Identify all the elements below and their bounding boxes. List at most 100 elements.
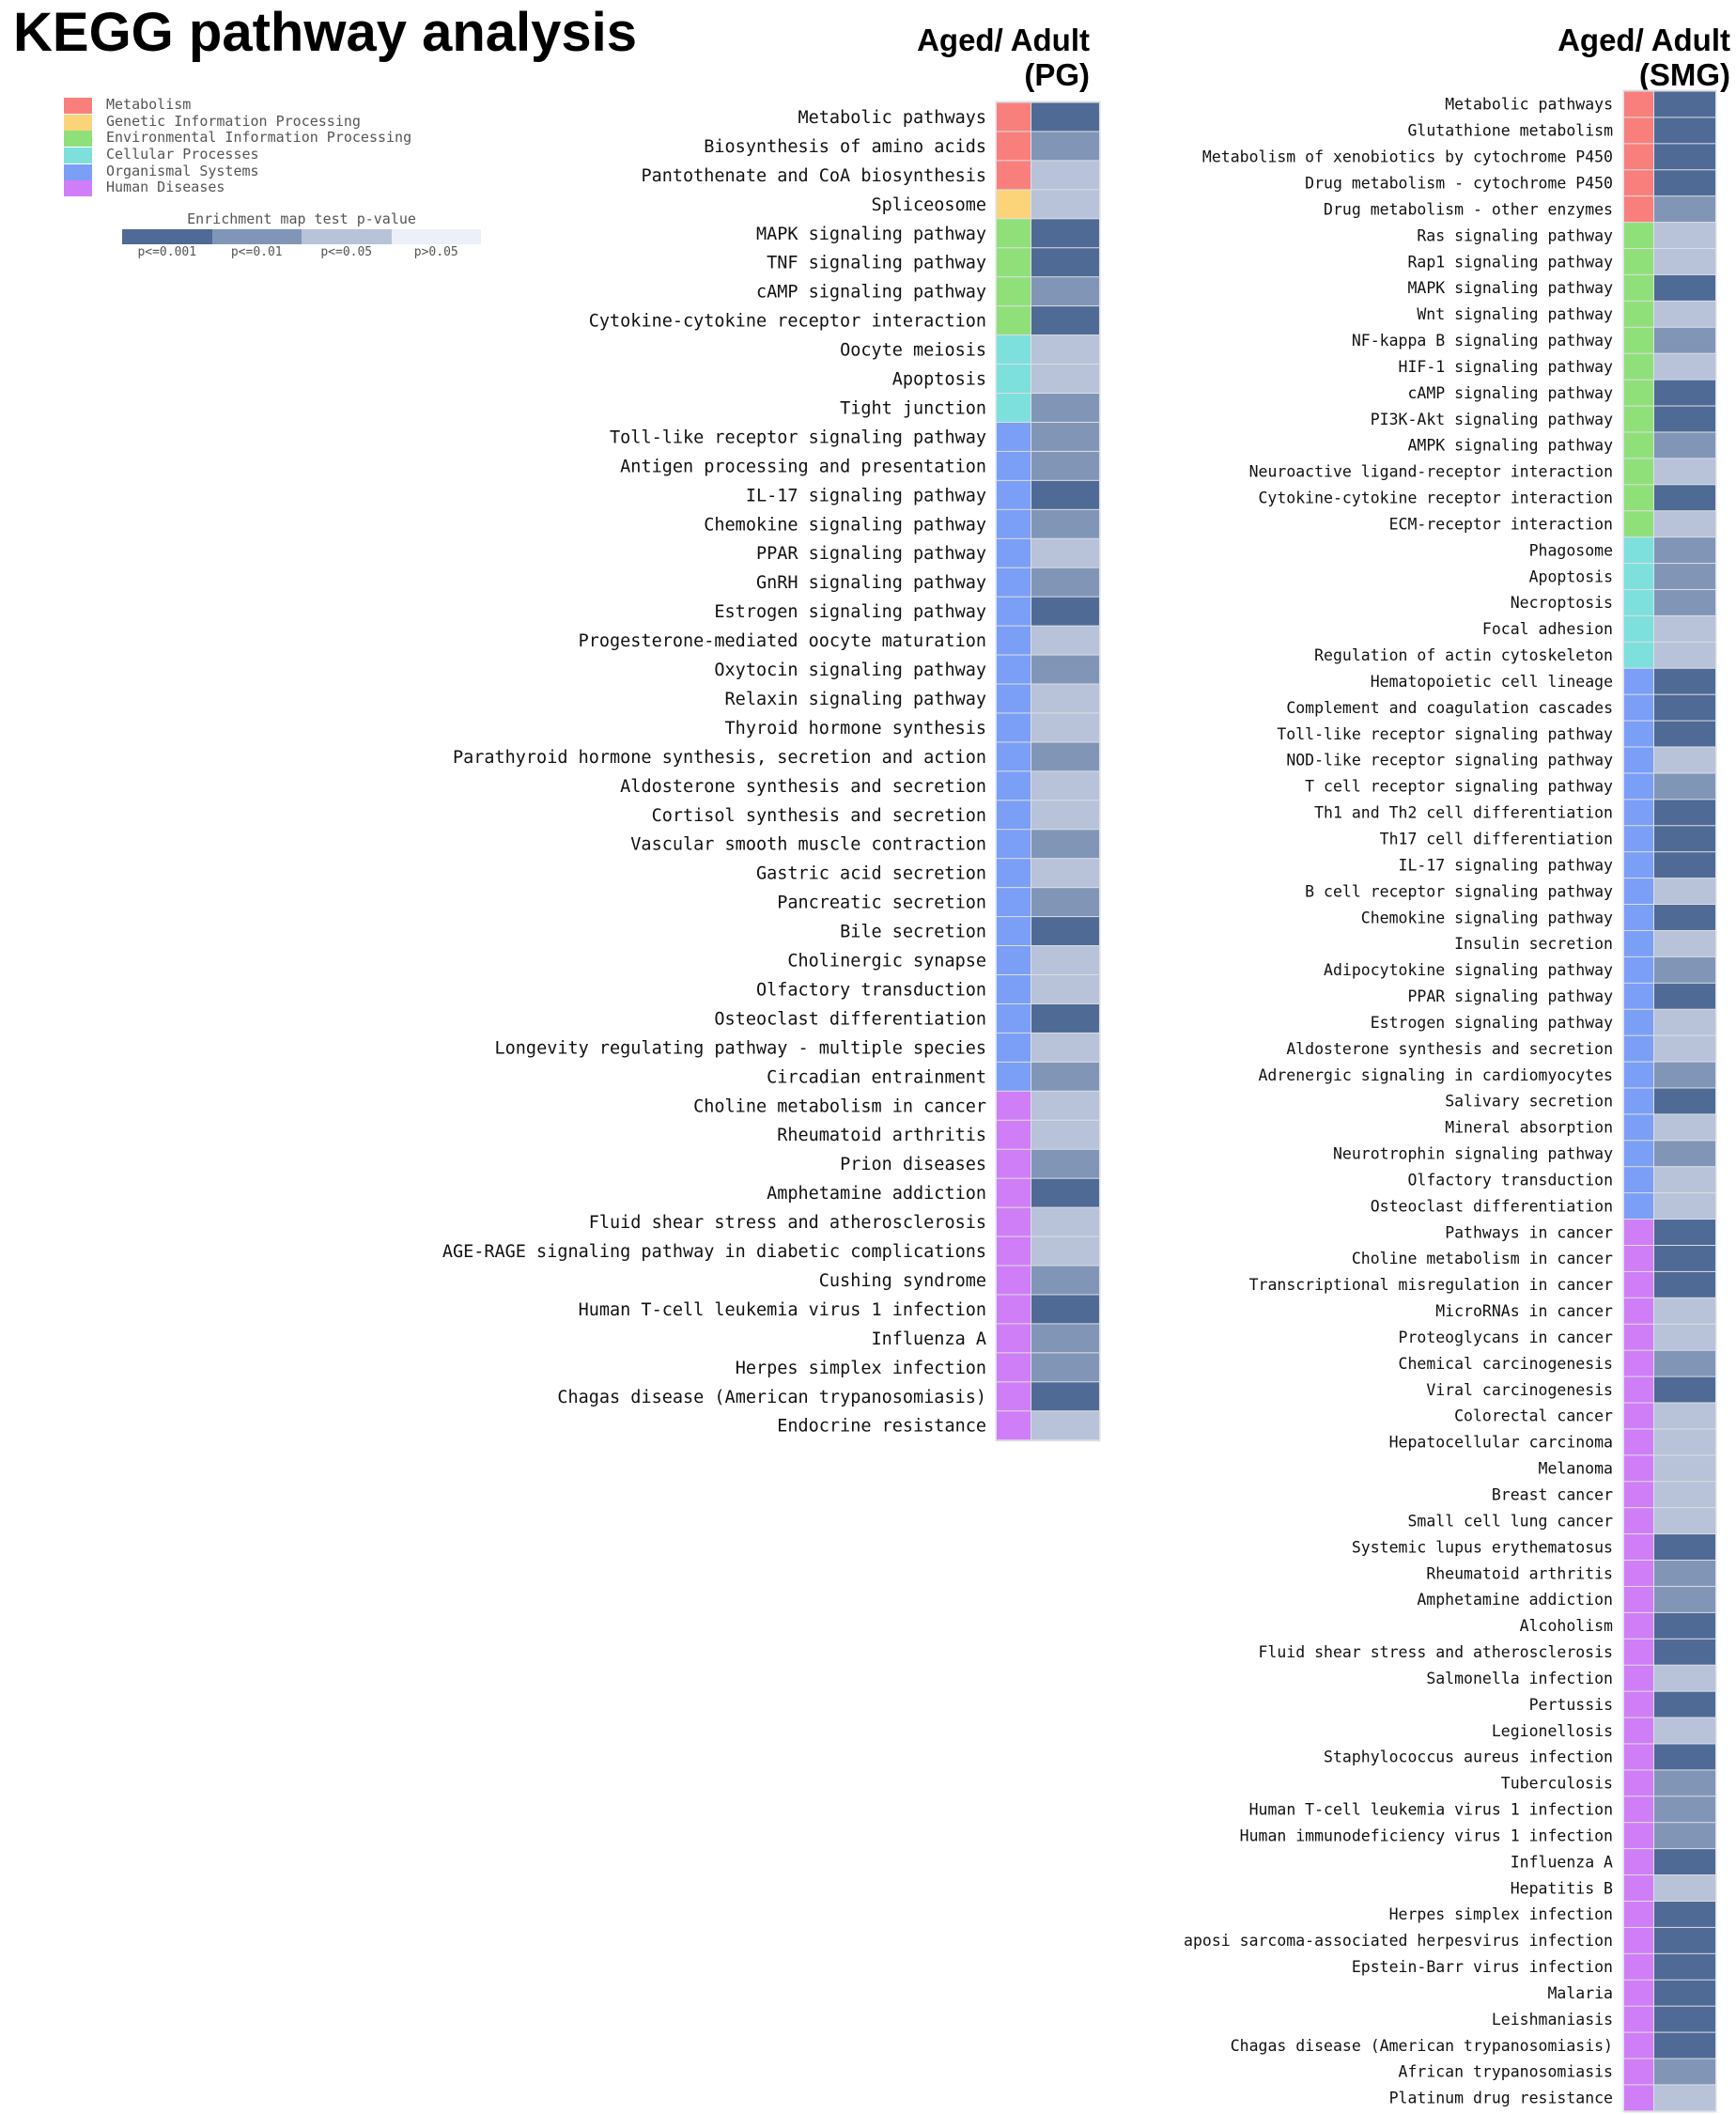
pathway-label: Bile secretion xyxy=(840,923,986,942)
pathway-label: PPAR signaling pathway xyxy=(1407,987,1613,1005)
heatmap-row: Rheumatoid arthritis xyxy=(777,1120,1099,1149)
heatmap-row: Amphetamine addiction xyxy=(767,1178,1099,1207)
legend-label: Organismal Systems xyxy=(106,162,259,179)
category-cell xyxy=(1624,1193,1653,1220)
heatmap-row: Circadian entrainment xyxy=(767,1062,1099,1091)
category-cell xyxy=(997,684,1031,713)
pathway-label: Tight junction xyxy=(840,398,986,418)
pvalue-cell xyxy=(1031,888,1099,917)
pathway-label: HIF-1 signaling pathway xyxy=(1399,358,1614,376)
pvalue-cell xyxy=(1031,538,1099,567)
pathway-label: IL-17 signaling pathway xyxy=(746,486,986,505)
pvalue-cell xyxy=(1654,1062,1715,1088)
pathway-label: Th17 cell differentiation xyxy=(1380,830,1613,847)
pathway-label: Phagosome xyxy=(1529,541,1613,559)
pvalue-cell xyxy=(1031,567,1099,597)
pathway-label: PI3K-Akt signaling pathway xyxy=(1371,411,1613,428)
heatmap-row: AGE-RAGE signaling pathway in diabetic c… xyxy=(442,1236,1099,1266)
category-cell xyxy=(1624,537,1653,564)
pvalue-cell xyxy=(1654,432,1715,459)
category-cell xyxy=(997,306,1031,335)
pathway-label: Metabolic pathways xyxy=(1445,96,1613,114)
pvalue-swatch xyxy=(391,229,481,244)
pvalue-cell xyxy=(1654,1770,1715,1796)
heatmap-row: Melanoma xyxy=(1539,1455,1715,1482)
pvalue-cell xyxy=(1031,1266,1099,1295)
legend-label: Metabolism xyxy=(106,96,192,113)
heatmap-row: Human immunodeficiency virus 1 infection xyxy=(1240,1823,1715,1849)
panel-title-smg: Aged/ Adult (SMG) xyxy=(1558,23,1730,92)
pvalue-cell xyxy=(1031,102,1099,132)
heatmap-row: Regulation of actin cytoskeleton xyxy=(1314,642,1715,668)
pvalue-cell xyxy=(1654,1796,1715,1823)
pvalue-cell xyxy=(1654,983,1715,1009)
category-cell xyxy=(1624,1376,1653,1403)
pathway-label: African trypanosomiasis xyxy=(1399,2063,1613,2081)
pvalue-cell xyxy=(1654,1455,1715,1482)
pathway-label: Choline metabolism in cancer xyxy=(693,1096,986,1116)
category-cell xyxy=(1624,1534,1653,1561)
pathway-label: Drug metabolism - cytochrome P450 xyxy=(1305,174,1613,192)
pathway-label: Melanoma xyxy=(1539,1460,1613,1478)
heatmap-row: Gastric acid secretion xyxy=(756,859,1099,888)
heatmap-row: Colorectal cancer xyxy=(1454,1403,1715,1429)
category-cell xyxy=(997,248,1031,277)
pvalue-cell xyxy=(1654,353,1715,380)
pathway-label: Adipocytokine signaling pathway xyxy=(1324,961,1613,979)
pathway-label: Osteoclast differentiation xyxy=(714,1009,986,1029)
panel-title-pg: Aged/ Adult (PG) xyxy=(917,23,1090,92)
category-cell xyxy=(997,335,1031,365)
heatmap-row: Cholinergic synapse xyxy=(787,946,1099,974)
pvalue-cell xyxy=(1654,1561,1715,1586)
heatmap-row: Progesterone-mediated oocyte maturation xyxy=(579,626,1099,655)
pathway-label: Chemical carcinogenesis xyxy=(1399,1355,1613,1373)
heatmap-row: Systemic lupus erythematosus xyxy=(1352,1534,1715,1561)
heatmap-row: Fluid shear stress and atherosclerosis xyxy=(589,1207,1099,1236)
heatmap-row: Ras signaling pathway xyxy=(1417,223,1715,249)
heatmap-row: Drug metabolism - other enzymes xyxy=(1324,196,1715,223)
heatmap-row: Chagas disease (American trypanosomiasis… xyxy=(1231,2032,1715,2059)
pvalue-cell xyxy=(1654,930,1715,956)
heatmap-row: Hepatitis B xyxy=(1511,1875,1715,1901)
pathway-label: NF-kappa B signaling pathway xyxy=(1352,332,1613,350)
pvalue-cell xyxy=(1031,1003,1099,1033)
category-cell xyxy=(997,161,1031,190)
heatmap-row: Human T-cell leukemia virus 1 infection xyxy=(1249,1796,1715,1823)
category-cell xyxy=(1624,1665,1653,1691)
category-cell xyxy=(1624,1350,1653,1376)
pvalue-cell xyxy=(1654,1953,1715,1980)
category-cell xyxy=(997,394,1031,422)
pathway-label: Gastric acid secretion xyxy=(756,864,986,884)
pathway-label: Cytokine-cytokine receptor interaction xyxy=(589,312,986,332)
pathway-label: Breast cancer xyxy=(1492,1485,1613,1503)
pvalue-cell xyxy=(1654,1980,1715,2006)
category-cell xyxy=(1624,615,1653,642)
pathway-label: Salivary secretion xyxy=(1445,1093,1613,1111)
category-cell xyxy=(997,917,1031,946)
heatmap-row: Adrenergic signaling in cardiomyocytes xyxy=(1259,1062,1715,1088)
heatmap-row: Proteoglycans in cancer xyxy=(1399,1324,1715,1350)
heatmap-row: T cell receptor signaling pathway xyxy=(1305,773,1715,800)
heatmap-row: Th1 and Th2 cell differentiation xyxy=(1314,800,1715,826)
pvalue-cell xyxy=(1031,335,1099,365)
pathway-label: Small cell lung cancer xyxy=(1407,1512,1613,1530)
heatmap-row: Estrogen signaling pathway xyxy=(714,597,1099,626)
pathway-label: Regulation of actin cytoskeleton xyxy=(1314,646,1613,664)
category-cell xyxy=(1624,1455,1653,1482)
pathway-label: Proteoglycans in cancer xyxy=(1399,1329,1614,1346)
category-cell xyxy=(997,538,1031,567)
heatmap-row: Staphylococcus aureus infection xyxy=(1324,1744,1715,1770)
heatmap-row: Parathyroid hormone synthesis, secretion… xyxy=(453,742,1099,771)
category-cell xyxy=(1624,1141,1653,1167)
category-cell xyxy=(1624,956,1653,983)
pathway-label: Epstein-Barr virus infection xyxy=(1352,1958,1613,1976)
pvalue-swatch xyxy=(302,229,392,244)
category-cell xyxy=(1624,1744,1653,1770)
category-cell xyxy=(1624,721,1653,747)
pathway-label: Transcriptional misregulation in cancer xyxy=(1249,1276,1613,1294)
heatmap-row: Human T-cell leukemia virus 1 infection xyxy=(579,1295,1099,1324)
category-cell xyxy=(997,1003,1031,1033)
heatmap-row: Bile secretion xyxy=(840,917,1099,946)
pvalue-cell xyxy=(1654,196,1715,223)
pathway-label: MAPK signaling pathway xyxy=(1407,279,1613,297)
